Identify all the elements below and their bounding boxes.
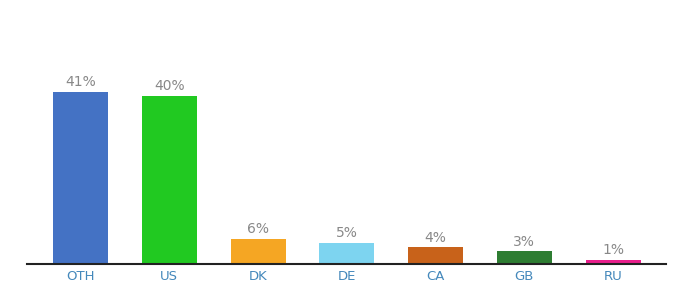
Bar	[141, 96, 197, 264]
Text: 41%: 41%	[65, 75, 96, 89]
Bar	[53, 92, 108, 264]
Bar	[320, 243, 374, 264]
Bar	[497, 251, 552, 264]
Text: 4%: 4%	[424, 231, 447, 245]
Bar	[585, 260, 641, 264]
Text: 6%: 6%	[247, 222, 269, 236]
Text: 5%: 5%	[336, 226, 358, 241]
Bar	[231, 239, 286, 264]
Bar	[408, 247, 463, 264]
Text: 3%: 3%	[513, 235, 535, 249]
Text: 40%: 40%	[154, 80, 184, 94]
Text: 1%: 1%	[602, 243, 624, 257]
